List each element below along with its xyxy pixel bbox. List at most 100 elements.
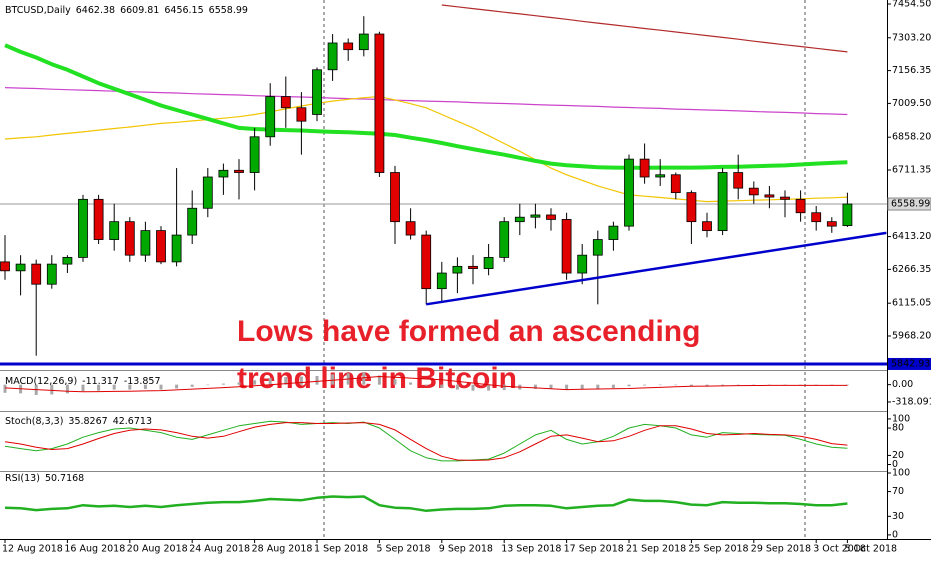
indicator-line (4, 422, 848, 461)
histogram-bar (658, 384, 662, 386)
indicator-value: -11.317 (82, 376, 119, 387)
x-tick-label: 5 Sep 2018 (376, 544, 430, 555)
x-tick-label: 21 Sep 2018 (626, 544, 686, 555)
histogram-bar (643, 384, 647, 386)
moving-average (4, 96, 848, 203)
indicator-value: 50.7168 (45, 473, 84, 484)
y-tick-label: 0 (892, 529, 898, 540)
y-tick-label: 6115.05 (892, 298, 931, 309)
y-tick-label: 0.00 (892, 379, 913, 390)
indicator-value: 42.6713 (113, 416, 152, 427)
histogram-bar (128, 384, 132, 390)
candle-body (452, 265, 463, 274)
y-tick-label: 6858.20 (892, 132, 931, 143)
histogram-bar (268, 378, 272, 385)
signal-line (4, 376, 848, 393)
candle-body (826, 221, 837, 227)
x-tick-label: 9 Sep 2018 (439, 544, 493, 555)
chart-header: BTCUSD,Daily 6462.38 6609.81 6456.15 6558.99 (5, 5, 248, 16)
histogram-bar (471, 384, 475, 391)
histogram-bar (627, 384, 631, 387)
x-tick-label: 5 Oct 2018 (844, 544, 897, 555)
y-tick-label: 100 (892, 413, 910, 424)
y-tick-label: 6266.35 (892, 264, 931, 275)
histogram-bar (190, 384, 194, 387)
histogram-bar (315, 375, 319, 385)
x-tick-label: 12 Aug 2018 (2, 544, 63, 555)
histogram-bar (487, 384, 491, 391)
histogram-bar (533, 384, 537, 390)
histogram-bar (409, 382, 413, 385)
histogram-bar (143, 384, 147, 390)
candle-body (156, 230, 166, 263)
candle-body (421, 234, 432, 290)
low-value: 6456.15 (164, 5, 203, 16)
y-tick-label: 7156.35 (892, 65, 931, 76)
price-label-box (888, 357, 931, 370)
moving-average (4, 43, 848, 170)
histogram-bar (65, 384, 69, 394)
x-tick-label: 28 Aug 2018 (252, 544, 313, 555)
candle-body (639, 158, 650, 178)
candle-body (483, 257, 494, 269)
histogram-bar (221, 383, 225, 385)
candle-body (249, 136, 260, 173)
candle-body (577, 254, 588, 274)
x-tick-label: 20 Aug 2018 (127, 544, 188, 555)
histogram-bar (175, 384, 179, 389)
symbol: BTCUSD,Daily (5, 5, 71, 16)
candle-body (514, 216, 525, 223)
x-tick-label: 29 Sep 2018 (751, 544, 811, 555)
indicator-value: -13.857 (124, 376, 161, 387)
y-tick-label: 5968.20 (892, 330, 931, 341)
candle-body (280, 96, 291, 109)
histogram-bar (81, 384, 85, 392)
candle-body (46, 263, 57, 285)
candle-body (670, 174, 681, 194)
candle-body (390, 172, 400, 223)
y-tick-label: 0 (892, 459, 898, 470)
histogram-bar (3, 384, 7, 393)
candle-body (187, 207, 198, 236)
candle-body (780, 196, 790, 200)
candle-body (686, 192, 697, 223)
candle-body (327, 42, 338, 71)
candle-body (78, 198, 88, 258)
histogram-bar (362, 372, 366, 385)
stoch-header: Stoch(8,3,3) 35.8267 42.6713 (5, 416, 152, 427)
indicator-name: Stoch(8,3,3) (5, 416, 63, 427)
y-tick-label: 100 (892, 468, 910, 479)
candle-body (31, 263, 42, 285)
histogram-bar (377, 375, 381, 385)
candle-body (296, 107, 307, 122)
candle-body (795, 198, 806, 214)
histogram-bar (237, 382, 241, 385)
histogram-bar (393, 379, 397, 385)
x-tick-label: 17 Sep 2018 (564, 544, 624, 555)
histogram-bar (705, 384, 709, 387)
candle-body (218, 169, 229, 178)
histogram-bar (284, 377, 288, 385)
histogram-bar (596, 384, 600, 389)
y-tick-label: 6413.20 (892, 231, 931, 242)
candle-body (358, 33, 369, 51)
current-price-box (887, 197, 931, 211)
candle-body (748, 187, 759, 196)
candle-body (499, 221, 510, 258)
y-tick-label: 7454.50 (892, 0, 931, 9)
close-value: 6558.99 (209, 5, 248, 16)
x-tick-label: 1 Sep 2018 (314, 544, 368, 555)
histogram-bar (253, 380, 257, 385)
histogram-bar (440, 384, 444, 388)
histogram-bar (455, 384, 459, 390)
candle-body (842, 203, 853, 227)
histogram-bar (97, 384, 101, 391)
x-tick-label: 3 Oct 2018 (813, 544, 866, 555)
x-tick-label: 13 Sep 2018 (501, 544, 561, 555)
y-tick-label: 70 (892, 486, 904, 497)
y-tick-label: 6711.35 (892, 164, 931, 175)
histogram-bar (299, 376, 303, 385)
histogram-bar (721, 384, 725, 386)
candle-body (436, 272, 447, 290)
indicator-value: 35.8267 (68, 416, 107, 427)
